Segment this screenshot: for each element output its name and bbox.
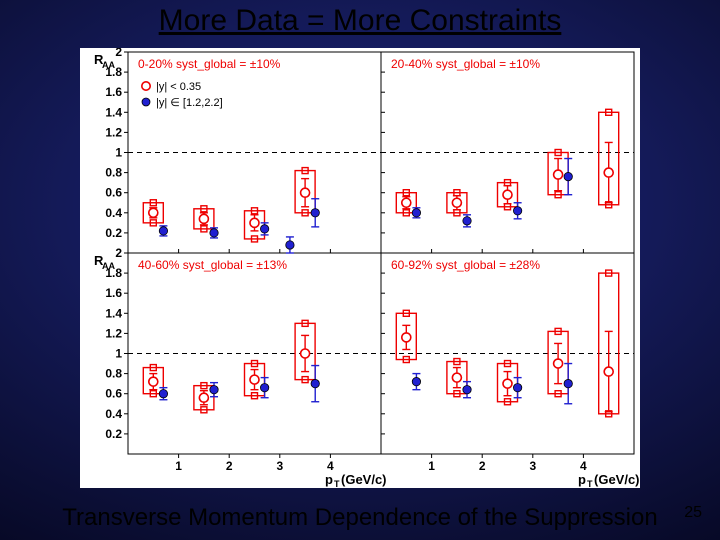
svg-text:1.2: 1.2 xyxy=(105,125,122,139)
svg-text:p: p xyxy=(578,472,586,487)
page-number: 25 xyxy=(684,504,702,522)
svg-text:1: 1 xyxy=(175,459,182,473)
svg-text:20-40% syst_global = ±10%: 20-40% syst_global = ±10% xyxy=(391,57,540,71)
svg-text:0.8: 0.8 xyxy=(105,367,122,381)
svg-text:3: 3 xyxy=(276,459,283,473)
svg-text:AA: AA xyxy=(102,261,115,271)
svg-text:0.8: 0.8 xyxy=(105,166,122,180)
svg-text:0.2: 0.2 xyxy=(105,427,122,441)
svg-text:0.4: 0.4 xyxy=(105,206,122,220)
svg-text:2: 2 xyxy=(115,48,122,59)
svg-text:T: T xyxy=(334,479,340,488)
svg-text:AA: AA xyxy=(102,60,115,70)
svg-text:|y| < 0.35: |y| < 0.35 xyxy=(156,81,201,93)
svg-text:1.4: 1.4 xyxy=(105,105,122,119)
svg-text:4: 4 xyxy=(327,459,334,473)
svg-text:40-60% syst_global = ±13%: 40-60% syst_global = ±13% xyxy=(138,258,287,272)
svg-text:(GeV/c): (GeV/c) xyxy=(594,472,640,487)
svg-text:1.2: 1.2 xyxy=(105,326,122,340)
svg-text:1.4: 1.4 xyxy=(105,306,122,320)
svg-text:1: 1 xyxy=(428,459,435,473)
svg-text:2: 2 xyxy=(115,246,122,260)
svg-text:(GeV/c): (GeV/c) xyxy=(341,472,387,487)
raa-chart: 0.20.40.60.811.21.41.61.82RAA0.20.40.60.… xyxy=(80,48,640,488)
svg-text:3: 3 xyxy=(529,459,536,473)
svg-text:0-20% syst_global = ±10%: 0-20% syst_global = ±10% xyxy=(138,57,281,71)
svg-text:|y| ∈ [1.2,2.2]: |y| ∈ [1.2,2.2] xyxy=(156,97,223,109)
slide-subtitle: Transverse Momentum Dependence of the Su… xyxy=(0,504,720,532)
svg-text:1: 1 xyxy=(115,146,122,160)
svg-text:T: T xyxy=(587,479,593,488)
svg-text:1: 1 xyxy=(115,347,122,361)
svg-text:0.6: 0.6 xyxy=(105,387,122,401)
svg-text:2: 2 xyxy=(479,459,486,473)
svg-text:1.6: 1.6 xyxy=(105,286,122,300)
svg-text:4: 4 xyxy=(580,459,587,473)
svg-text:60-92% syst_global = ±28%: 60-92% syst_global = ±28% xyxy=(391,258,540,272)
slide: More Data = More Constraints 0.2 0.4 0.6 0.… xyxy=(0,0,720,540)
slide-title: More Data = More Constraints xyxy=(0,4,720,38)
svg-text:p: p xyxy=(325,472,333,487)
svg-text:2: 2 xyxy=(226,459,233,473)
svg-text:0.2: 0.2 xyxy=(105,226,122,240)
chart-container: 0.20.40.60.811.21.41.61.82RAA0.20.40.60.… xyxy=(80,48,640,488)
svg-text:0.6: 0.6 xyxy=(105,186,122,200)
svg-text:1.6: 1.6 xyxy=(105,85,122,99)
svg-text:0.4: 0.4 xyxy=(105,407,122,421)
